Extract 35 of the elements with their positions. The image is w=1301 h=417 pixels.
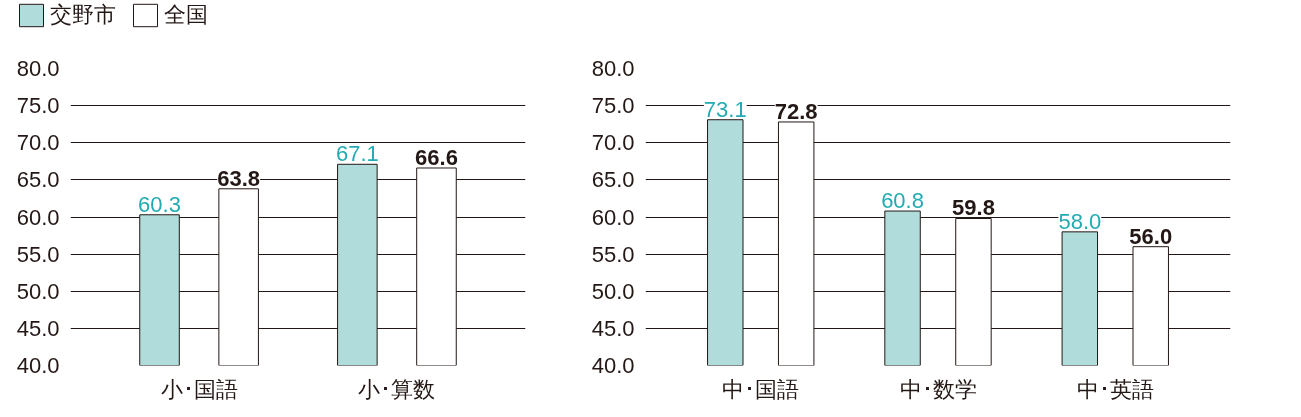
data-label: 58.0	[1058, 208, 1102, 234]
y-tick-label: 70.0	[16, 130, 60, 156]
x-tick-label: 小･算数	[358, 376, 436, 402]
y-tick-label: 65.0	[591, 167, 635, 193]
y-tick-label: 80.0	[16, 56, 60, 81]
data-label: 60.8	[881, 188, 924, 214]
y-tick-label: 60.0	[16, 204, 60, 230]
x-tick-label: 中･数学	[899, 376, 977, 402]
data-label: 60.3	[138, 191, 181, 217]
data-label: 66.6	[415, 144, 458, 170]
y-tick-label: 60.0	[591, 204, 635, 230]
y-tick-label: 40.0	[16, 353, 60, 378]
data-label: 56.0	[1129, 223, 1173, 249]
legend-label: 全国	[164, 1, 208, 29]
y-tick-label: 75.0	[16, 93, 60, 119]
y-tick-label: 40.0	[591, 353, 635, 378]
y-tick-label: 75.0	[591, 93, 635, 119]
data-label: 63.8	[217, 165, 261, 191]
y-tick-label: 50.0	[591, 278, 635, 304]
y-tick-label: 45.0	[16, 315, 60, 341]
data-label: 73.1	[703, 96, 747, 122]
y-tick-label: 50.0	[16, 278, 60, 304]
x-tick-label: 中･国語	[722, 376, 800, 402]
data-label: 67.1	[335, 141, 379, 167]
y-tick-label: 55.0	[16, 241, 60, 267]
y-tick-label: 45.0	[591, 315, 635, 341]
x-tick-label: 中･英語	[1076, 376, 1154, 402]
x-tick-label: 小･国語	[160, 376, 238, 402]
y-tick-label: 70.0	[591, 130, 635, 156]
legend-label: 交野市	[50, 1, 116, 29]
data-label: 72.8	[774, 98, 818, 124]
data-label: 59.8	[952, 195, 995, 221]
y-tick-label: 55.0	[591, 241, 635, 267]
y-tick-label: 80.0	[591, 56, 635, 81]
y-tick-label: 65.0	[16, 167, 60, 193]
